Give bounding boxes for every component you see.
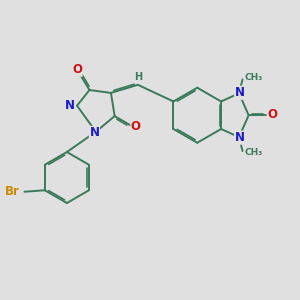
Text: O: O bbox=[72, 63, 82, 76]
Text: O: O bbox=[267, 108, 278, 121]
Text: H: H bbox=[134, 72, 142, 82]
Text: Br: Br bbox=[4, 185, 19, 198]
Text: O: O bbox=[131, 120, 141, 133]
Text: N: N bbox=[235, 131, 244, 144]
Text: N: N bbox=[65, 99, 75, 112]
Text: CH₃: CH₃ bbox=[244, 148, 263, 157]
Text: N: N bbox=[89, 126, 99, 140]
Text: H: H bbox=[64, 100, 72, 110]
Text: N: N bbox=[235, 86, 244, 99]
Text: CH₃: CH₃ bbox=[244, 74, 263, 82]
